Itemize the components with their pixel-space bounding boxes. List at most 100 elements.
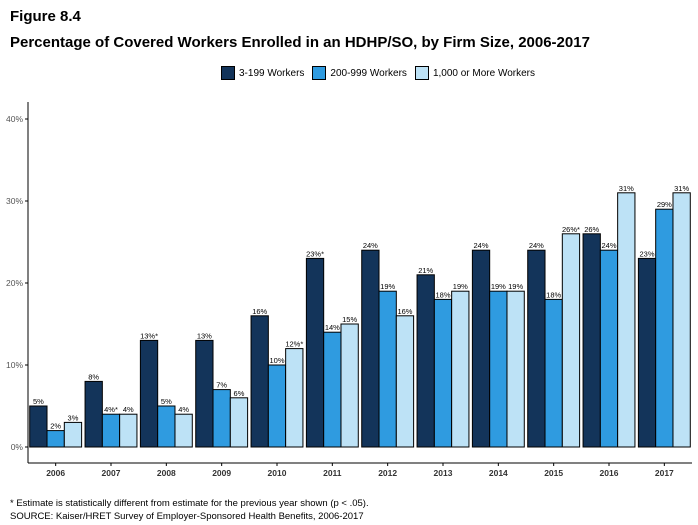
y-tick-label: 10% <box>6 360 23 370</box>
bar-mid-firms <box>433 298 453 448</box>
bar-mid-firms <box>157 405 176 448</box>
bar-large-firms <box>451 290 470 448</box>
data-label-small-firms: 13%* <box>140 331 158 340</box>
x-tick-label: 2006 <box>46 468 65 478</box>
data-label-large-firms: 4% <box>178 405 189 414</box>
bar-mid-firms <box>655 208 674 448</box>
x-tick-label: 2016 <box>600 468 619 478</box>
bar-small-firms <box>195 339 214 448</box>
bar-mid-firms <box>544 298 563 448</box>
data-label-large-firms: 19% <box>453 282 468 291</box>
y-tick-label: 0% <box>11 442 24 452</box>
x-tick-label: 2012 <box>378 468 397 478</box>
x-tick-label: 2015 <box>544 468 563 478</box>
bar-small-firms <box>361 249 380 448</box>
data-label-mid-firms: 4%* <box>104 405 118 414</box>
legend-item-mid-firms: 200-999 Workers <box>312 66 407 80</box>
bar-mid-firms <box>599 249 619 448</box>
bar-large-firms <box>285 348 304 448</box>
y-tick-label: 20% <box>6 278 23 288</box>
bar-chart: 0% 10% 20% 30% 40% 5% 2% 3% 2006 8% 4%* 4% 2007 13%* 5… <box>6 102 692 478</box>
data-label-small-firms: 21% <box>418 266 433 275</box>
bar-large-firms <box>395 315 415 448</box>
legend-label-mid-firms: 200-999 Workers <box>330 67 407 79</box>
data-label-large-firms: 12%* <box>285 340 303 349</box>
data-label-mid-firms: 2% <box>50 422 61 431</box>
x-tick-label: 2007 <box>102 468 121 478</box>
bar-small-firms <box>305 257 325 448</box>
data-label-large-firms: 31% <box>619 184 634 193</box>
legend-swatch-small-firms <box>221 66 235 80</box>
bar-mid-firms <box>267 364 287 448</box>
bar-mid-firms <box>323 331 342 448</box>
legend-item-small-firms: 3-199 Workers <box>221 66 304 80</box>
bar-large-firms <box>561 233 581 448</box>
x-tick-label: 2014 <box>489 468 508 478</box>
bar-small-firms <box>416 274 435 448</box>
data-label-small-firms: 26% <box>584 225 599 234</box>
data-label-mid-firms: 7% <box>216 381 227 390</box>
bar-mid-firms <box>101 413 121 448</box>
footnote: * Estimate is statistically different fr… <box>10 498 369 509</box>
data-label-small-firms: 8% <box>88 372 99 381</box>
data-label-mid-firms: 10% <box>269 356 284 365</box>
legend-swatch-large-firms <box>414 66 429 80</box>
data-label-mid-firms: 5% <box>161 397 172 406</box>
x-tick-label: 2010 <box>268 468 287 478</box>
data-label-small-firms: 23% <box>640 249 655 258</box>
data-label-large-firms: 15% <box>342 315 357 324</box>
data-label-small-firms: 23%* <box>306 249 324 258</box>
bar-large-firms <box>174 413 193 448</box>
bar-mid-firms <box>46 430 65 448</box>
data-label-mid-firms: 19% <box>491 282 506 291</box>
bar-small-firms <box>471 249 491 448</box>
chart-legend: 3-199 Workers 200-999 Workers 1,000 or M… <box>221 66 543 80</box>
figure-label: Figure 8.4 <box>10 8 81 25</box>
legend-label-small-firms: 3-199 Workers <box>239 67 305 79</box>
data-label-large-firms: 4% <box>123 405 134 414</box>
legend-swatch-mid-firms <box>312 66 327 80</box>
x-tick-label: 2008 <box>157 468 176 478</box>
data-label-mid-firms: 24% <box>601 241 616 250</box>
x-tick-label: 2011 <box>323 468 342 478</box>
bar-large-firms <box>340 323 359 448</box>
data-label-mid-firms: 14% <box>325 323 340 332</box>
data-label-small-firms: 5% <box>33 397 44 406</box>
data-label-large-firms: 6% <box>234 389 245 398</box>
data-label-large-firms: 3% <box>68 413 79 422</box>
bar-large-firms <box>672 192 691 448</box>
data-label-mid-firms: 19% <box>380 282 395 291</box>
bar-small-firms <box>637 257 657 448</box>
data-label-small-firms: 24% <box>474 241 489 250</box>
data-label-large-firms: 19% <box>508 282 523 291</box>
data-label-mid-firms: 29% <box>657 200 672 209</box>
bar-small-firms <box>139 339 159 448</box>
bar-large-firms <box>617 192 636 448</box>
legend-item-large-firms: 1,000 or More Workers <box>414 66 536 80</box>
bar-large-firms <box>229 397 249 448</box>
chart-title: Percentage of Covered Workers Enrolled i… <box>10 34 590 51</box>
y-tick-label: 30% <box>6 196 23 206</box>
data-label-mid-firms: 18% <box>435 290 450 299</box>
bar-small-firms <box>84 380 103 448</box>
bar-small-firms <box>527 249 546 448</box>
bar-large-firms <box>506 290 525 448</box>
x-tick-label: 2009 <box>212 468 231 478</box>
bar-small-firms <box>250 315 269 448</box>
data-label-large-firms: 31% <box>674 184 689 193</box>
x-tick-label: 2017 <box>655 468 674 478</box>
data-label-small-firms: 13% <box>197 331 212 340</box>
source-note: SOURCE: Kaiser/HRET Survey of Employer-S… <box>10 511 364 522</box>
data-label-small-firms: 24% <box>529 241 544 250</box>
bar-large-firms <box>119 413 138 448</box>
y-tick-label: 40% <box>6 114 23 124</box>
data-label-small-firms: 16% <box>252 307 267 316</box>
bar-large-firms <box>63 421 83 448</box>
x-tick-label: 2013 <box>434 468 453 478</box>
bar-mid-firms <box>212 389 231 448</box>
data-label-large-firms: 16% <box>397 307 412 316</box>
bar-mid-firms <box>378 290 397 448</box>
bar-small-firms <box>582 233 601 448</box>
legend-label-large-firms: 1,000 or More Workers <box>432 67 536 79</box>
bar-small-firms <box>29 405 48 448</box>
